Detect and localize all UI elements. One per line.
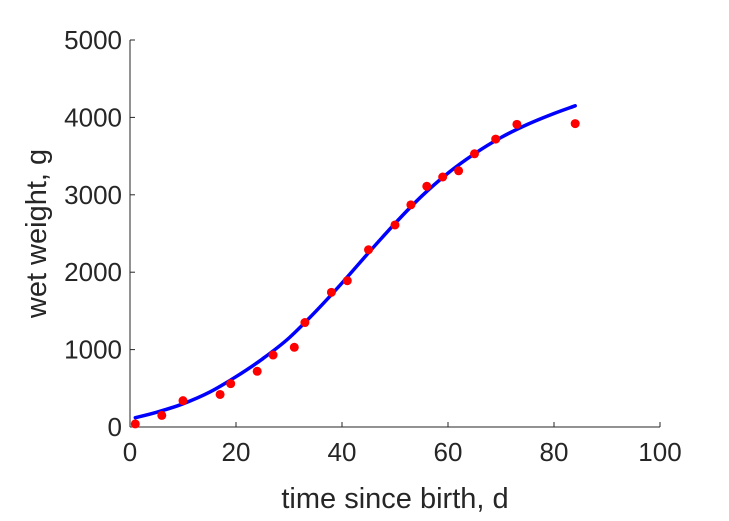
data-point (390, 220, 400, 230)
x-tick-label: 100 (638, 437, 681, 467)
data-point (130, 419, 140, 429)
y-axis-title: wet weight, g (21, 149, 53, 319)
data-point (422, 181, 432, 191)
axes (129, 40, 660, 428)
fit-curve-line (133, 104, 577, 420)
data-point (289, 342, 299, 352)
data-point (342, 276, 352, 286)
y-tick-label: 3000 (64, 180, 122, 210)
data-point (364, 245, 373, 255)
data-point (215, 389, 225, 399)
data-point (470, 149, 479, 159)
x-tick-label: 20 (222, 437, 251, 467)
data-point (268, 350, 278, 360)
fit-curve-layer (133, 104, 577, 420)
data-point (491, 134, 501, 144)
data-point (178, 396, 188, 406)
x-tick-label: 60 (434, 437, 463, 467)
x-tick-label: 40 (328, 437, 357, 467)
x-tick-label: 80 (540, 437, 569, 467)
data-point (326, 287, 336, 297)
data-point (438, 172, 448, 182)
data-point (454, 166, 464, 176)
y-tick-label: 2000 (64, 257, 122, 287)
y-tick-label: 0 (108, 412, 122, 442)
x-tick-label: 0 (123, 437, 137, 467)
y-tick-label: 1000 (64, 335, 122, 365)
x-axis-title: time since birth, d (281, 483, 508, 515)
data-point (252, 366, 262, 376)
y-tick-label: 5000 (64, 25, 122, 55)
data-point (300, 318, 310, 328)
y-tick-label: 4000 (64, 102, 122, 132)
data-points-layer (130, 119, 580, 429)
data-point (406, 200, 416, 210)
data-point (512, 119, 522, 129)
data-point (157, 410, 167, 420)
data-point (570, 119, 580, 129)
data-point (226, 379, 236, 389)
